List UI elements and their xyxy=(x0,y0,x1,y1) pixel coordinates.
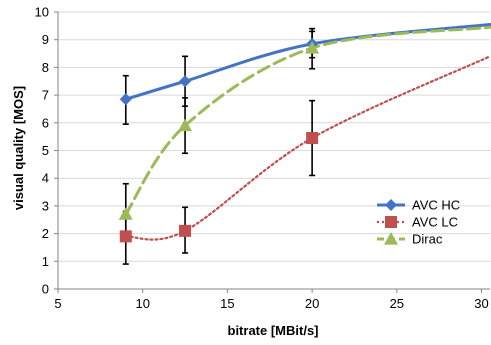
data-point xyxy=(179,75,192,88)
legend-label: AVC HC xyxy=(412,198,460,213)
data-point xyxy=(119,93,132,106)
data-point xyxy=(178,118,193,132)
y-tick-label: 4 xyxy=(42,171,49,186)
x-tick-label: 20 xyxy=(305,296,319,311)
y-tick-label: 7 xyxy=(42,88,49,103)
series-lines xyxy=(124,22,491,241)
data-point xyxy=(306,132,319,145)
series-markers xyxy=(118,37,320,243)
y-tick-labels: 0 1 2 3 4 5 6 7 8 9 10 xyxy=(35,5,49,297)
y-tick-label: 2 xyxy=(42,226,49,241)
x-tick-label: 10 xyxy=(135,296,149,311)
y-tick-label: 10 xyxy=(35,5,49,20)
y-tick-label: 9 xyxy=(42,32,49,47)
legend-label: AVC LC xyxy=(412,215,458,230)
y-tick-label: 5 xyxy=(42,143,49,158)
error-bars xyxy=(122,27,316,265)
x-tick-label: 5 xyxy=(54,296,61,311)
x-tick-label: 25 xyxy=(390,296,404,311)
data-point xyxy=(119,230,132,243)
y-axis-title: visual quality [MOS] xyxy=(11,86,26,210)
data-point xyxy=(305,41,320,54)
x-tick-label: 15 xyxy=(220,296,234,311)
x-axis-title: bitrate [MBit/s] xyxy=(228,323,319,338)
x-tick-label: 30 xyxy=(474,296,488,311)
data-point xyxy=(179,224,192,237)
legend: AVC HC AVC LC Dirac xyxy=(377,198,460,247)
y-tick-label: 3 xyxy=(42,198,49,213)
legend-marker xyxy=(385,199,397,211)
series-line-avc-hc xyxy=(124,22,491,101)
axes xyxy=(54,11,490,293)
y-tick-label: 6 xyxy=(42,115,49,130)
legend-label: Dirac xyxy=(412,232,443,247)
x-tick-labels: 5 10 15 20 25 30 xyxy=(54,296,488,311)
series-line-dirac xyxy=(124,25,491,216)
series-line-avc-lc xyxy=(124,55,491,241)
legend-marker xyxy=(385,216,397,228)
y-tick-label: 8 xyxy=(42,60,49,75)
data-point xyxy=(118,207,133,220)
legend-marker xyxy=(384,232,398,245)
y-tick-label: 0 xyxy=(42,282,49,297)
y-tick-label: 1 xyxy=(42,254,49,269)
